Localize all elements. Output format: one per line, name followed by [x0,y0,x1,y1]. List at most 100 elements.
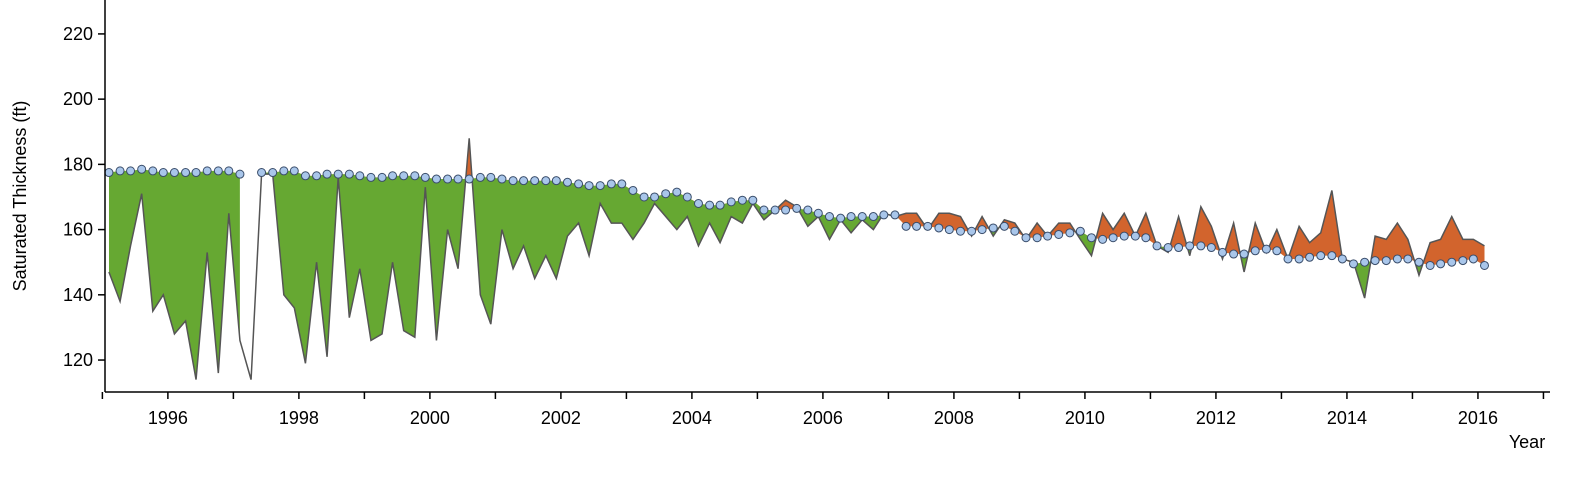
point [955,226,965,236]
y-tick-label: 120 [63,350,93,370]
x-tick-label: 2012 [1196,408,1236,428]
point [999,221,1009,231]
point [562,177,572,187]
point [1229,249,1239,259]
point [377,172,387,182]
point [1217,247,1227,257]
point [868,212,878,222]
point [1163,243,1173,253]
y-tick-label: 180 [63,154,93,174]
point [104,168,114,178]
point [803,205,813,215]
point [333,169,343,179]
point [420,172,430,182]
point [126,166,136,176]
point [388,171,398,181]
point [1239,249,1249,259]
point [191,168,201,178]
x-axis-label: Year [1509,432,1545,452]
point [399,171,409,181]
point [813,208,823,218]
point [650,192,660,202]
point [1250,246,1260,256]
y-tick-label: 220 [63,24,93,44]
point [1021,233,1031,243]
point [1206,243,1216,253]
point [551,176,561,186]
point [1360,257,1370,267]
point [1086,233,1096,243]
x-tick-label: 2008 [934,408,974,428]
point [224,166,234,176]
point [726,197,736,207]
point [1283,254,1293,264]
point [824,212,834,222]
point [693,199,703,209]
point [148,166,158,176]
point [1348,259,1358,269]
point [410,171,420,181]
point [934,223,944,233]
point [1392,254,1402,264]
point [312,171,322,181]
point [1458,256,1468,266]
point [431,174,441,184]
point [1174,243,1184,253]
point [486,172,496,182]
point [944,225,954,235]
point [213,166,223,176]
point [1261,244,1271,254]
x-tick-label: 1998 [279,408,319,428]
point [682,192,692,202]
point [1468,254,1478,264]
point [639,192,649,202]
point [737,195,747,205]
x-tick-label: 1996 [148,408,188,428]
point [1119,231,1129,241]
point [137,164,147,174]
point [1337,254,1347,264]
point [169,168,179,178]
point [846,212,856,222]
x-tick-label: 2004 [672,408,712,428]
point [1414,257,1424,267]
x-tick-label: 2016 [1458,408,1498,428]
point [519,176,529,186]
point [1196,241,1206,251]
point [967,226,977,236]
point [1479,260,1489,270]
x-tick-label: 2000 [410,408,450,428]
point [257,168,267,178]
point [115,166,125,176]
point [901,221,911,231]
point [836,213,846,223]
y-tick-label: 160 [63,220,93,240]
point [1098,234,1108,244]
point [584,181,594,191]
point [158,168,168,178]
point [366,172,376,182]
point [595,181,605,191]
point [661,189,671,199]
point [1425,260,1435,270]
point [1152,241,1162,251]
point [541,176,551,186]
point [1403,254,1413,264]
y-tick-label: 200 [63,89,93,109]
point [508,176,518,186]
point [464,174,474,184]
point [1447,257,1457,267]
below-fill [261,169,1485,364]
point [890,210,900,220]
point [988,223,998,233]
point [879,210,889,220]
point [497,174,507,184]
point [475,172,485,182]
point [1054,229,1064,239]
point [443,174,453,184]
point [300,171,310,181]
point [344,169,354,179]
point [1141,233,1151,243]
